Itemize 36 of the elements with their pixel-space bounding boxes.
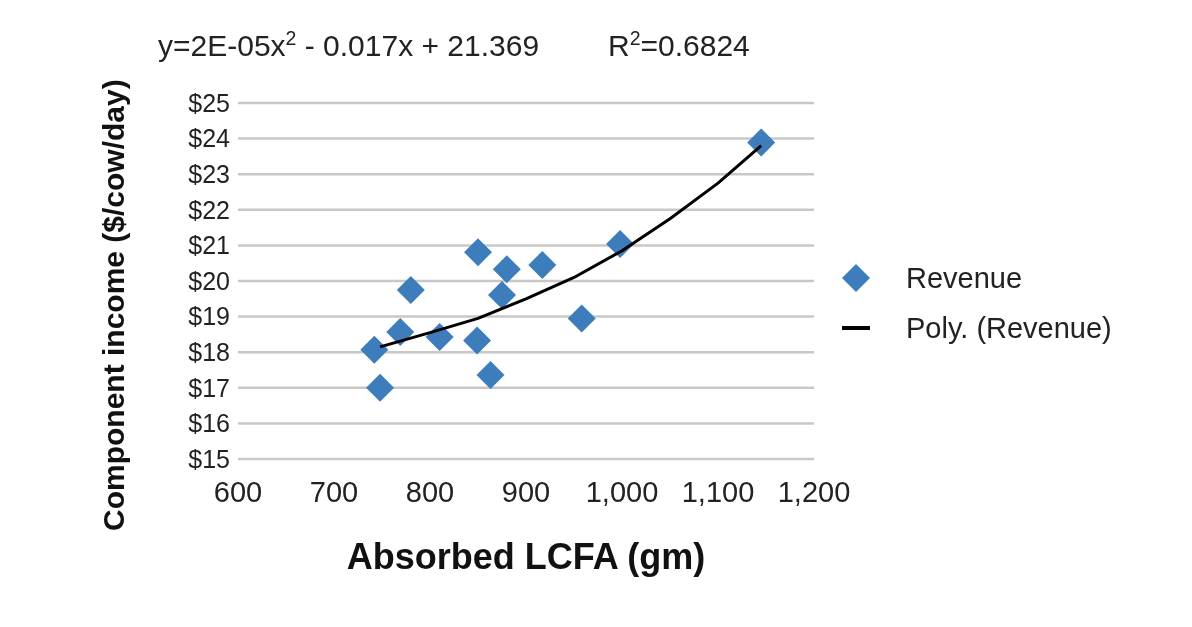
y-tick-label: $16: [188, 409, 230, 438]
y-axis-title: Component income ($/cow/day): [96, 79, 130, 531]
y-tick-label: $24: [188, 124, 231, 153]
point: [747, 128, 776, 157]
point: [396, 275, 425, 304]
y-tick-label: $22: [188, 195, 230, 224]
point: [488, 280, 516, 309]
x-axis-title: Absorbed LCFA (gm): [346, 536, 706, 577]
point: [567, 304, 596, 333]
point: [386, 317, 415, 346]
point: [366, 373, 395, 402]
point: [528, 250, 557, 279]
x-tick-label: 1,200: [777, 475, 851, 508]
text: y=2E-05x$^{2}$ - 0.017x + 21.369: [158, 27, 540, 62]
point: [492, 255, 521, 284]
y-tick-label: $23: [188, 160, 230, 189]
y-tick-label: $25: [188, 88, 230, 117]
x-tick-label: 900: [501, 475, 551, 508]
x-tick-label: 700: [309, 475, 359, 508]
x-tick-label: 800: [405, 475, 455, 508]
legend-label: Poly. (Revenue): [906, 312, 1112, 344]
point: [464, 238, 492, 267]
y-tick-label: $15: [188, 444, 230, 473]
legend-label: Revenue: [906, 262, 1023, 294]
y-tick-label: $19: [188, 302, 230, 331]
x-tick-label: 1,100: [681, 475, 755, 508]
y-tick-label: $20: [188, 266, 230, 295]
x-tick-label: 1,000: [585, 475, 659, 508]
x-tick-label: 600: [213, 475, 263, 508]
point: [463, 326, 492, 355]
point: [360, 335, 389, 364]
point: [476, 360, 505, 389]
text: R$^{2}$=0.6824: [608, 27, 750, 62]
y-tick-label: $21: [188, 231, 230, 260]
y-tick-label: $18: [188, 338, 230, 367]
y-tick-label: $17: [188, 373, 230, 402]
